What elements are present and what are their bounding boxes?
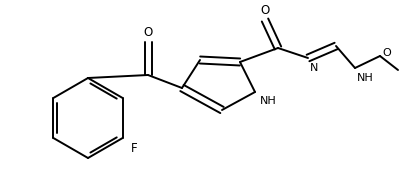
- Text: NH: NH: [260, 96, 277, 106]
- Text: F: F: [131, 142, 137, 155]
- Text: N: N: [310, 63, 318, 73]
- Text: O: O: [260, 4, 270, 17]
- Text: O: O: [382, 48, 391, 58]
- Text: O: O: [143, 26, 153, 38]
- Text: NH: NH: [357, 73, 374, 83]
